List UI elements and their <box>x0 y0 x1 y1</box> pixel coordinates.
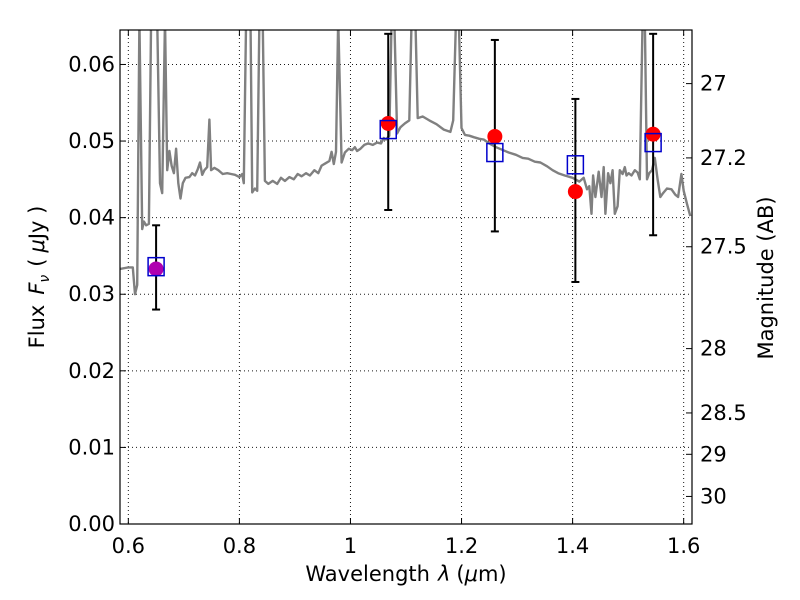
model-flux-square <box>566 155 585 175</box>
x-axis-ticks: 0.6 0.8 1 1.2 1.4 1.6 <box>112 30 700 558</box>
observed-flux-point <box>380 115 396 131</box>
y2-axis-label: Magnitude (AB) <box>754 196 778 359</box>
y-tick-label: 0.01 <box>68 435 115 459</box>
x-axis-label: Wavelength λ (μm) <box>305 562 506 586</box>
y2-tick-label: 30 <box>700 484 727 508</box>
model-flux-square <box>147 256 165 277</box>
y-axis-ticks: 0.00 0.01 0.02 0.03 0.04 0.05 0.06 <box>68 52 126 536</box>
x-tick-label: 0.6 <box>112 534 145 558</box>
spectrum-line <box>120 30 692 296</box>
y2-tick-label: 27 <box>700 72 727 96</box>
y2-tick-label: 27.5 <box>700 235 747 259</box>
y-tick-label: 0.05 <box>68 129 115 153</box>
x-tick-label: 1 <box>344 534 357 558</box>
y-tick-label: 0.03 <box>68 282 115 306</box>
plot-area <box>120 30 692 296</box>
y-tick-label: 0.06 <box>68 52 115 76</box>
grid-lines <box>120 30 692 525</box>
x-tick-label: 1.2 <box>445 534 478 558</box>
x-tick-label: 1.6 <box>667 534 700 558</box>
x-tick-label: 1.4 <box>556 534 589 558</box>
plot-frame <box>119 29 693 525</box>
y-tick-label: 0.00 <box>68 512 115 536</box>
model-flux-square <box>379 119 397 140</box>
y-tick-label: 0.02 <box>68 359 115 383</box>
y2-tick-label: 28.5 <box>700 401 747 425</box>
y-tick-label: 0.04 <box>68 206 115 230</box>
observed-flux-point <box>148 261 164 277</box>
y2-tick-label: 28 <box>700 337 727 361</box>
model-flux-square <box>486 142 504 163</box>
y2-tick-label: 27.2 <box>700 146 747 170</box>
x-tick-label: 0.8 <box>223 534 256 558</box>
data-markers <box>147 32 662 311</box>
y2-tick-label: 29 <box>700 442 727 466</box>
y-axis-label: FluxFν(μJy ) <box>25 206 53 349</box>
y2-axis-ticks: 27 27.2 27.5 28 28.5 29 30 <box>686 72 747 508</box>
observed-flux-point <box>567 184 583 200</box>
model-flux-square <box>644 132 662 153</box>
observed-flux-point <box>487 128 503 144</box>
